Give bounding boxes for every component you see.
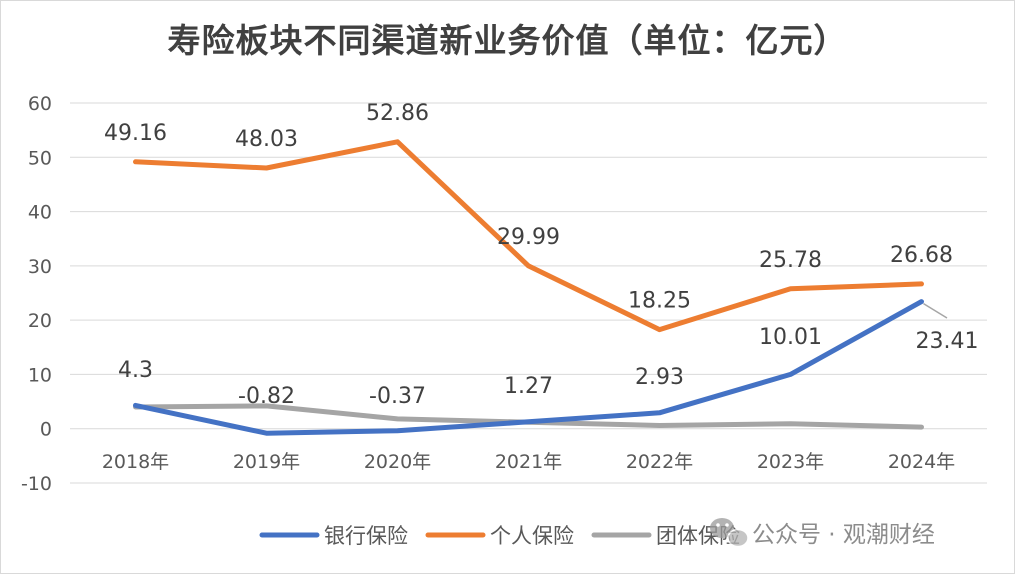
- data-labels: 49.16 48.03 52.86 29.99 18.25 25.78 26.68 4.3 -0…: [104, 101, 978, 409]
- x-axis-ticks: 2018年 2019年 2020年 2021年 2022年 2023年 2024年: [102, 451, 955, 473]
- y-tick-label: -10: [21, 473, 52, 495]
- data-label-bank: 10.01: [759, 325, 822, 350]
- data-label-bank: 4.3: [118, 358, 153, 383]
- label-leader-line: [923, 302, 948, 319]
- data-label-personal: 49.16: [104, 121, 167, 146]
- x-tick-label: 2020年: [364, 451, 431, 473]
- data-label-personal: 18.25: [628, 289, 691, 314]
- wechat-icon: [710, 518, 749, 548]
- data-label-bank: 2.93: [635, 365, 684, 390]
- chart-title: 寿险板块不同渠道新业务价值（单位：亿元）: [167, 21, 848, 60]
- y-tick-label: 20: [28, 310, 52, 332]
- x-tick-label: 2021年: [495, 451, 562, 473]
- data-label-personal: 52.86: [366, 101, 429, 126]
- y-axis-ticks: 60 50 40 30 20 10 0 -10: [21, 93, 52, 495]
- data-label-personal: 29.99: [497, 225, 560, 250]
- data-label-bank: -0.82: [238, 384, 295, 409]
- x-tick-label: 2023年: [757, 451, 824, 473]
- data-label-bank: 1.27: [504, 374, 553, 399]
- legend: 银行保险 个人保险 团体保险: [259, 524, 740, 548]
- series-lines: [133, 139, 924, 436]
- legend-label: 银行保险: [324, 524, 408, 548]
- data-label-bank: 23.41: [916, 329, 979, 354]
- x-tick-label: 2022年: [626, 451, 693, 473]
- x-tick-label: 2024年: [888, 451, 955, 473]
- y-tick-label: 0: [40, 419, 52, 441]
- gridlines: [70, 102, 987, 484]
- data-label-personal: 26.68: [890, 243, 953, 268]
- series-line-2: [133, 139, 924, 333]
- y-tick-label: 60: [28, 93, 52, 115]
- data-label-personal: 48.03: [235, 127, 298, 152]
- watermark: 公众号 · 观潮财经: [710, 518, 935, 548]
- series-line-1: [133, 299, 924, 436]
- y-tick-label: 30: [28, 256, 52, 278]
- y-tick-label: 40: [28, 202, 52, 224]
- data-label-bank: -0.37: [369, 384, 426, 409]
- y-tick-label: 10: [28, 364, 52, 386]
- watermark-text: 公众号 · 观潮财经: [752, 522, 935, 548]
- legend-label: 个人保险: [490, 524, 574, 548]
- data-label-personal: 25.78: [759, 248, 822, 273]
- y-tick-label: 50: [28, 147, 52, 169]
- x-tick-label: 2018年: [102, 451, 169, 473]
- x-tick-label: 2019年: [233, 451, 300, 473]
